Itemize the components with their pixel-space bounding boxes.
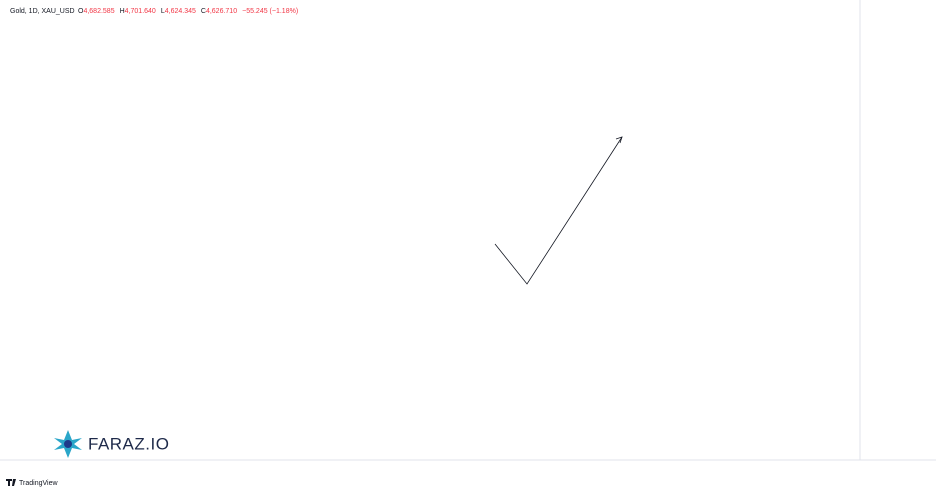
readout-value: 4,701.640 — [125, 8, 156, 15]
legend-title: Gold, 1D, XAU_USD — [10, 8, 75, 15]
readout-key: L — [161, 8, 165, 15]
readout-value: 4,626.710 — [206, 8, 237, 15]
logo-icon — [54, 430, 82, 458]
watermark-text: FARAZ.IO — [88, 434, 169, 453]
arrow-head — [615, 136, 623, 144]
readout-value: 4,624.345 — [165, 8, 196, 15]
overlays — [494, 136, 623, 285]
footer: TradingView — [6, 479, 58, 487]
projection-arrow — [494, 136, 623, 285]
legend: Gold, 1D, XAU_USD O 4,682.585 H 4,701.640 L 4… — [10, 8, 298, 15]
readout-value: 4,682.585 — [83, 8, 114, 15]
readout-key: C — [201, 8, 206, 15]
watermark: FARAZ.IO — [54, 430, 169, 458]
footer-text: TradingView — [19, 480, 58, 487]
readout-value: −55.245 (−1.18%) — [242, 8, 298, 15]
footer-logo — [6, 479, 16, 486]
readout-key: H — [120, 8, 125, 15]
readout-key: O — [78, 8, 84, 15]
